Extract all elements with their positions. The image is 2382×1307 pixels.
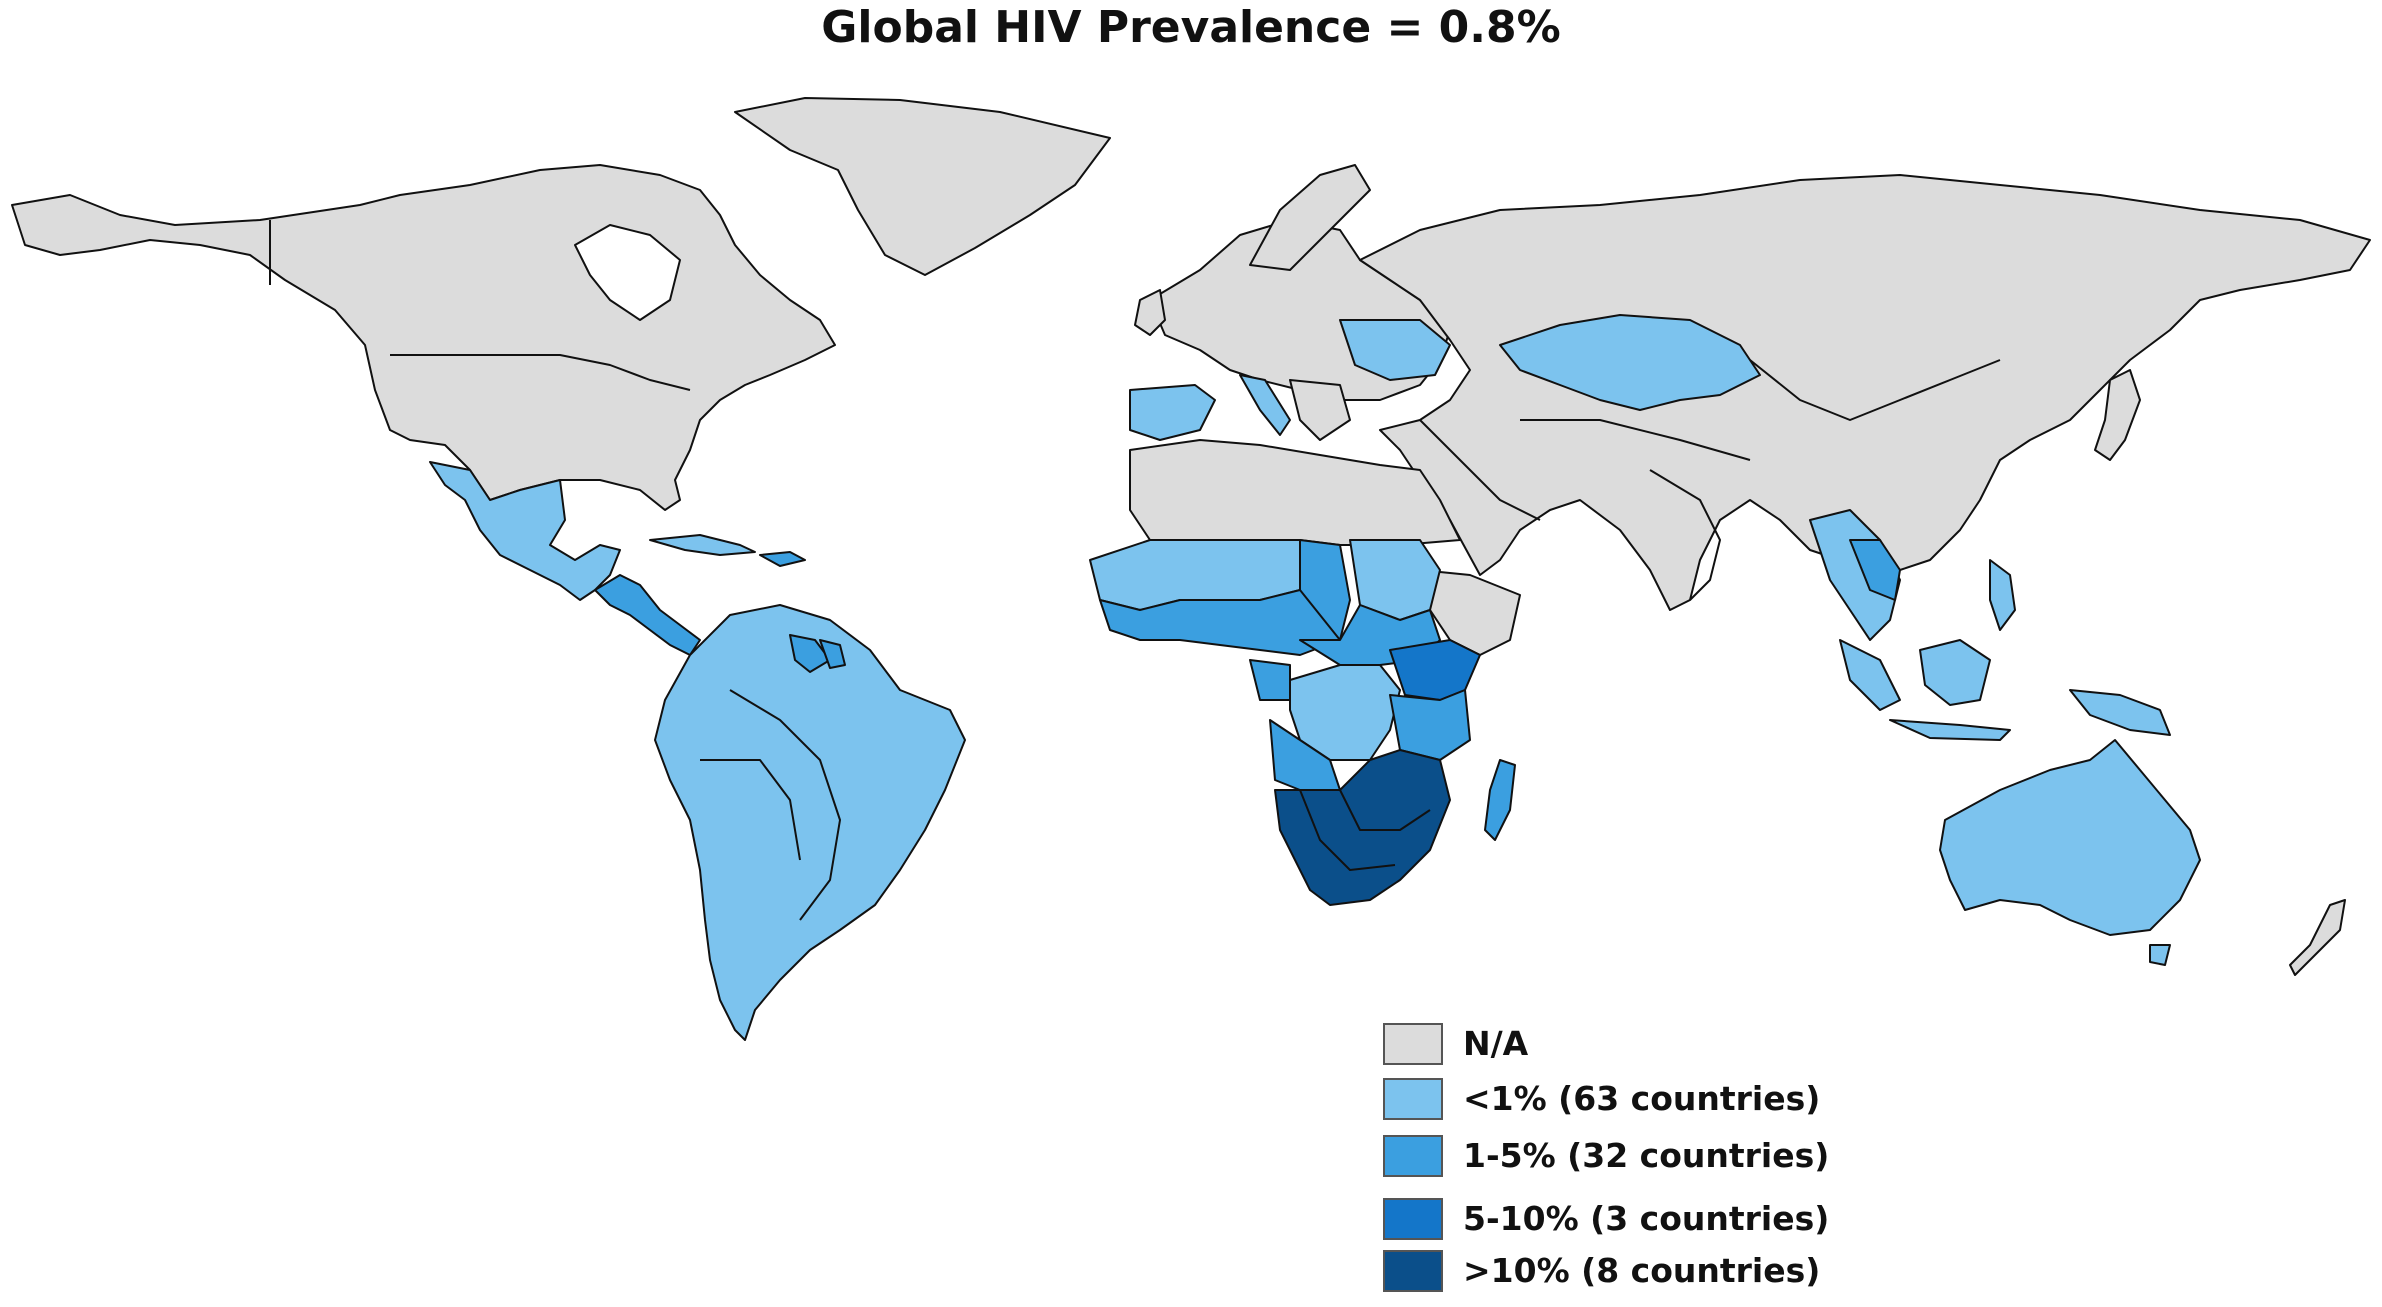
legend-swatch [1383,1078,1443,1120]
legend-swatch [1383,1250,1443,1292]
region-hudson-bay [574,224,681,321]
legend-item: <1% (63 countries) [1383,1078,1903,1120]
region-central-asia [1499,314,1761,411]
region-horn-africa [1419,569,1521,656]
region-australia [1939,739,2201,936]
region-border-line [729,689,841,921]
region-italy [1239,374,1291,436]
region-indonesia [1889,719,2011,741]
region-border-line [1299,789,1396,871]
region-new-guinea [2069,689,2171,736]
region-iberia [1129,384,1216,441]
region-eastern-europe [1339,319,1451,381]
legend-label: >10% (8 countries) [1463,1251,1821,1290]
region-balkans [1289,379,1351,441]
legend-item: >10% (8 countries) [1383,1250,1903,1292]
region-indochina [1849,539,1901,601]
region-borneo [1919,639,1991,706]
legend-label: 1-5% (32 countries) [1463,1136,1830,1175]
region-sahel [1299,539,1351,641]
region-border-line [700,759,801,861]
region-caribbean [649,534,756,556]
legend-label: N/A [1463,1024,1529,1063]
legend-item: 1-5% (32 countries) [1383,1135,1903,1177]
region-southern-africa [1274,749,1451,906]
region-border-line [1749,359,2001,421]
region-japan [2094,369,2141,461]
region-east-africa-high [1389,639,1481,701]
region-border-line [1520,419,1751,461]
region-philippines [1989,559,2016,631]
region-congo [1249,659,1291,701]
region-new-zealand [2289,899,2346,976]
region-south-america [654,604,966,1041]
region-tasmania [2149,944,2171,966]
map-title: Global HIV Prevalence = 0.8% [821,2,1561,53]
legend-label: <1% (63 countries) [1463,1079,1821,1118]
region-border-line [1419,419,1541,521]
region-border-line [1339,789,1431,831]
region-border-line [1649,469,1721,601]
region-border-line [390,354,691,391]
legend-swatch [1383,1135,1443,1177]
region-guyana [789,634,831,673]
region-madagascar [1484,759,1516,841]
region-greenland [734,97,1111,276]
region-mexico [429,461,621,601]
region-caribbean [759,551,806,567]
legend-item: N/A [1383,1023,1903,1065]
region-central-america [594,574,701,656]
region-scandinavia [1249,164,1371,271]
legend-swatch [1383,1023,1443,1065]
legend-swatch [1383,1198,1443,1240]
region-suriname [819,639,846,669]
legend-label: 5-10% (3 countries) [1463,1199,1830,1238]
legend-item: 5-10% (3 countries) [1383,1198,1903,1240]
region-drc [1289,664,1401,761]
region-indonesia [1839,639,1901,711]
region-uk [1134,289,1166,336]
region-north-america [11,164,836,511]
